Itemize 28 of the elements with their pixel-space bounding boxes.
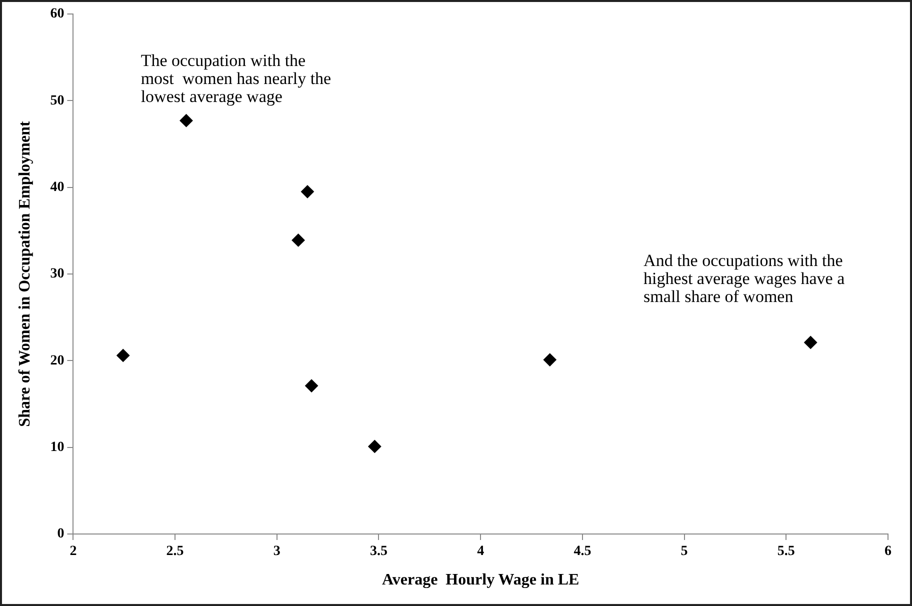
x-tick-label: 3.5 [370, 544, 388, 560]
y-tick-label: 30 [50, 266, 64, 282]
x-tick-label: 4.5 [574, 544, 592, 560]
y-tick-label: 20 [50, 353, 64, 368]
x-tick-label: 6 [884, 544, 892, 560]
x-tick-label: 4 [477, 544, 484, 560]
point [180, 114, 193, 128]
x-tick-label: 3 [273, 544, 280, 560]
x-tick-label: 5.5 [777, 544, 795, 560]
point [292, 234, 305, 247]
point [543, 353, 556, 366]
annotation: And the occupations with the highest average wages have a small share of women [644, 251, 846, 306]
point [300, 185, 314, 198]
point [804, 336, 818, 349]
point [368, 440, 382, 453]
y-axis-title: Share of Women in Occupation Employment [16, 120, 34, 427]
y-tick-label: 10 [50, 440, 64, 455]
x-tick-label: 2.5 [166, 544, 184, 560]
y-tick-label: 0 [57, 526, 64, 542]
point [116, 348, 130, 362]
y-tick-label: 50 [50, 93, 64, 108]
point [305, 379, 318, 392]
y-tick-label: 40 [50, 180, 64, 195]
y-tick-label: 60 [50, 6, 64, 22]
x-tick-label: 5 [680, 544, 688, 560]
annotation: The occupation with the most women has nearly the lowest average wage [140, 50, 332, 106]
x-axis-title: Average Hourly Wage in LE [382, 572, 580, 589]
x-tick-label: 2 [70, 544, 77, 560]
